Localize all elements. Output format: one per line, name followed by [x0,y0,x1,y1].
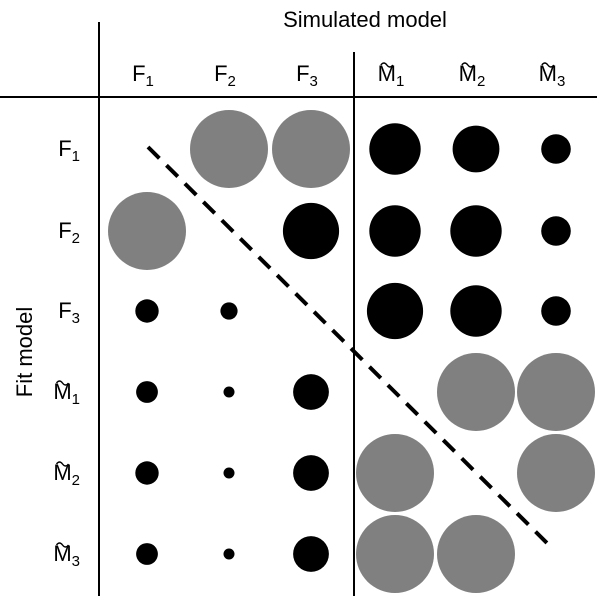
cell-circle [541,216,571,246]
cell-circle [541,134,571,164]
diagonal-dashed-line [146,145,554,550]
cell-circle [366,282,424,340]
cell-circle [356,515,434,593]
row-label: M2 [53,460,80,489]
cell-circle [136,381,158,403]
cell-circle [282,202,340,260]
cell-circle [450,205,502,257]
cell-circle [293,374,329,410]
cell-circle [293,536,329,572]
tilde-mark [55,461,70,467]
column-label: F3 [296,61,318,90]
column-label: M1 [378,61,405,90]
fit-model-axis-label: Fit model [12,307,37,397]
tilde-mark [461,62,475,68]
row-label: M3 [53,541,80,570]
cell-circle [223,548,235,560]
cell-circle [190,110,268,188]
cell-circle [223,467,235,479]
row-label: F3 [58,298,80,327]
tilde-mark [55,380,70,386]
cell-circle [220,302,238,320]
cell-circle [517,434,595,512]
tilde-mark [380,62,394,68]
cell-circle [450,285,502,337]
cell-circle [356,434,434,512]
cell-circle [369,123,421,175]
cell-circle [541,296,571,326]
column-label: F2 [214,61,236,90]
simulated-model-header: Simulated model [283,7,447,32]
row-labels: F1 F2 F3 M1 M2 M3 [53,136,80,570]
column-label: M2 [459,61,486,90]
tilde-mark [55,542,70,548]
cell-circle [136,543,158,565]
row-label: F2 [58,218,80,247]
cell-circle [135,461,159,485]
cell-circle [108,192,186,270]
cell-circle [369,205,421,257]
column-label: F1 [132,61,154,90]
matrix-cells [108,110,595,593]
tilde-mark [541,62,555,68]
cell-circle [517,353,595,431]
cell-circle [452,125,500,173]
row-label: F1 [58,136,80,165]
column-label: M3 [539,61,566,90]
column-labels: F1 F2 F3 M1 M2 M3 [132,61,565,90]
cell-circle [437,353,515,431]
cell-circle [135,299,159,323]
row-label: M1 [53,379,80,408]
cell-circle [293,455,329,491]
cell-circle [437,515,515,593]
cell-circle [223,386,235,398]
cell-circle [272,110,350,188]
